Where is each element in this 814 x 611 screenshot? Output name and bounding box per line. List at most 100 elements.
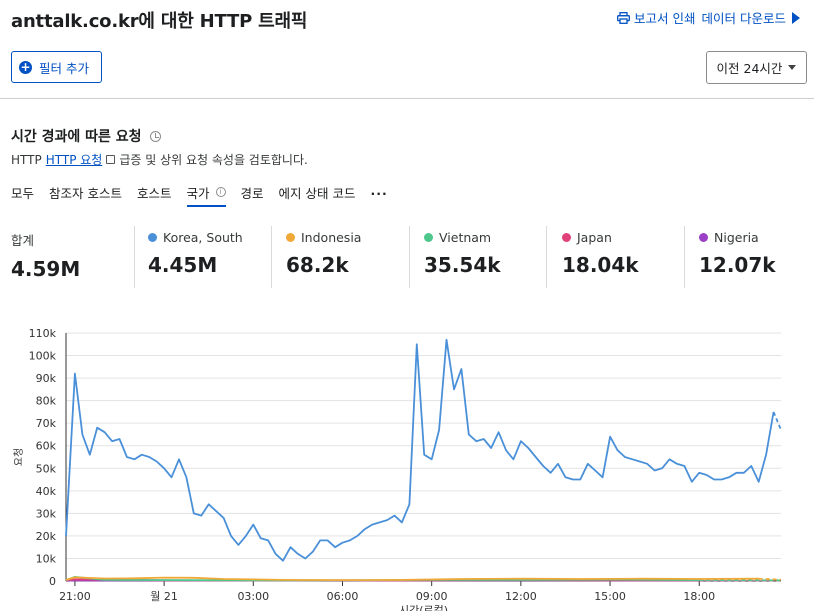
y-tick-label: 110k <box>29 327 57 340</box>
play-arrow-icon <box>792 11 800 24</box>
stat-divider <box>271 226 272 288</box>
stat-total: 합계 4.59M <box>11 224 80 288</box>
add-filter-button[interactable]: + 필터 추가 <box>11 51 102 83</box>
series-line-korea-south <box>65 338 775 562</box>
chevron-down-icon <box>788 65 797 70</box>
header-actions: 보고서 인쇄 데이터 다운로드 <box>617 8 800 27</box>
tab-referer-host[interactable]: 참조자 호스트 <box>49 180 122 207</box>
download-data-link[interactable]: 데이터 다운로드 <box>702 8 800 27</box>
stat-label-text: Japan <box>577 230 612 245</box>
tab-all[interactable]: 모두 <box>11 180 34 207</box>
tab-label: 경로 <box>240 186 264 201</box>
http-requests-link[interactable]: HTTP 요청 <box>45 153 103 167</box>
stat-label-text: Korea, South <box>163 230 243 245</box>
series-partial-segment <box>772 411 782 431</box>
series-dot-icon <box>148 233 157 242</box>
stat-vietnam[interactable]: Vietnam 35.54k <box>424 224 501 288</box>
download-data-label: 데이터 다운로드 <box>701 11 786 26</box>
stat-divider <box>134 226 135 288</box>
stat-korea-south[interactable]: Korea, South 4.45M <box>148 224 243 288</box>
x-tick-label: 18:00 <box>683 590 715 603</box>
y-tick-label: 30k <box>36 507 57 520</box>
stat-divider <box>546 226 547 288</box>
y-tick-label: 60k <box>36 440 57 453</box>
tab-path[interactable]: 경로 <box>241 180 264 207</box>
stat-label: Vietnam <box>424 230 501 245</box>
tab-edge-status-code[interactable]: 에지 상태 코드 <box>279 180 356 207</box>
stat-label-text: Nigeria <box>714 230 759 245</box>
tab-label: 호스트 <box>137 186 172 201</box>
y-tick-label: 100k <box>29 350 57 363</box>
section-title: 시간 경과에 따른 요청 <box>11 126 161 146</box>
tab-label: 국가 <box>186 186 210 201</box>
x-tick-label: 03:00 <box>237 590 269 603</box>
tab-label: 에지 상태 코드 <box>278 186 356 201</box>
series-line-indonesia <box>65 576 759 581</box>
print-report-link[interactable]: 보고서 인쇄 <box>617 8 696 27</box>
series-dot-icon <box>562 233 571 242</box>
y-tick-label: 50k <box>36 462 57 475</box>
x-axis-title: 시간(로컬) <box>399 604 448 611</box>
plus-circle-icon: + <box>19 59 32 74</box>
stat-value: 35.54k <box>424 253 501 277</box>
info-icon: i <box>215 187 226 197</box>
y-tick-label: 20k <box>36 530 57 543</box>
stat-label-text: Indonesia <box>301 230 362 245</box>
time-range-select[interactable]: 이전 24시간 <box>706 51 807 84</box>
x-tick-label: 06:00 <box>327 590 359 603</box>
x-tick-label: 월 21 <box>150 590 178 603</box>
stat-indonesia[interactable]: Indonesia 68.2k <box>286 224 361 288</box>
section-title-text: 시간 경과에 따른 요청 <box>11 129 142 145</box>
desc-suffix: 급증 및 상위 요청 속성을 검토합니다. <box>119 153 308 167</box>
stat-value: 68.2k <box>286 253 349 277</box>
tab-country[interactable]: 국가 i <box>186 180 226 207</box>
external-link-icon <box>106 155 116 164</box>
series-dot-icon <box>286 233 295 242</box>
y-tick-label: 40k <box>36 485 57 498</box>
stat-label: Indonesia <box>286 230 361 245</box>
more-icon: ... <box>370 183 388 198</box>
y-tick-label: 10k <box>36 552 57 565</box>
y-tick-label: 70k <box>36 417 57 430</box>
y-tick-label: 80k <box>36 395 57 408</box>
print-report-label: 보고서 인쇄 <box>634 11 696 26</box>
stat-label: Korea, South <box>148 230 243 245</box>
tab-label: 모두 <box>11 186 35 201</box>
dimension-tabs: 모두 참조자 호스트 호스트 국가 i 경로 에지 상태 코드 ... <box>11 180 403 207</box>
y-axis-title: 요청 <box>13 448 25 466</box>
stat-label: Nigeria <box>699 230 776 245</box>
stat-japan[interactable]: Japan 18.04k <box>562 224 639 288</box>
stat-label: 합계 <box>11 230 80 249</box>
printer-icon <box>617 11 630 24</box>
x-tick-label: 09:00 <box>416 590 448 603</box>
add-filter-label: 필터 추가 <box>39 60 89 76</box>
stat-value: 18.04k <box>562 253 639 277</box>
tab-more[interactable]: ... <box>371 180 388 207</box>
page-title: anttalk.co.kr에 대한 HTTP 트래픽 <box>11 11 308 32</box>
x-tick-label: 12:00 <box>505 590 537 603</box>
stat-value: 4.45M <box>148 253 218 277</box>
series-dot-icon <box>424 233 433 242</box>
series-partial-segment <box>758 577 782 581</box>
x-tick-label: 15:00 <box>594 590 626 603</box>
series-dot-icon <box>699 233 708 242</box>
header-divider <box>0 98 814 99</box>
tab-host[interactable]: 호스트 <box>137 180 172 207</box>
y-tick-label: 0 <box>49 575 56 588</box>
stat-nigeria[interactable]: Nigeria 12.07k <box>699 224 776 288</box>
stat-divider <box>684 226 685 288</box>
stats-row: 합계 4.59M Korea, South 4.45M Indonesia 68… <box>0 224 814 288</box>
stat-divider <box>409 226 410 288</box>
clock-icon[interactable] <box>149 130 161 142</box>
time-range-value: 이전 24시간 <box>716 61 783 76</box>
stat-label-text: Vietnam <box>439 230 492 245</box>
stat-value: 12.07k <box>699 253 776 277</box>
stat-value: 4.59M <box>11 257 81 281</box>
x-tick-label: 21:00 <box>59 590 91 603</box>
section-description: HTTP HTTP 요청 급증 및 상위 요청 속성을 검토합니다. <box>11 151 308 168</box>
desc-prefix: HTTP <box>11 152 42 167</box>
tab-label: 참조자 호스트 <box>49 186 122 201</box>
stat-label-text: 합계 <box>11 233 35 248</box>
y-tick-label: 90k <box>36 372 57 385</box>
requests-line-chart[interactable]: 0 10k 20k 30k 40k 50k 60k 70k 80k 90k 100k 110k 21:0… <box>0 320 814 611</box>
